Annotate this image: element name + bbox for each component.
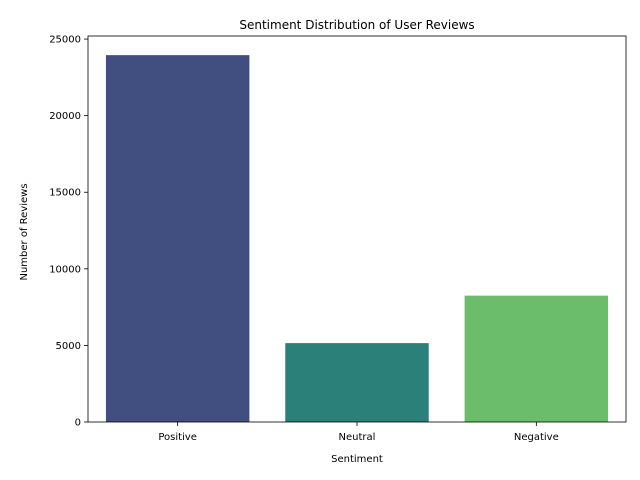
plot-border xyxy=(87,35,627,423)
bars-group xyxy=(105,55,609,423)
y-tick-label: 5000 xyxy=(56,341,81,352)
bar-positive xyxy=(105,55,250,423)
chart-title: Sentiment Distribution of User Reviews xyxy=(239,18,474,32)
x-axis-ticks: Positive Neutral Negative xyxy=(158,422,559,443)
x-tick-label: Negative xyxy=(514,432,559,443)
bar-negative xyxy=(464,295,609,422)
y-tick-label: 25000 xyxy=(49,35,81,46)
y-axis-ticks: 0 5000 10000 15000 20000 25000 xyxy=(49,35,88,429)
x-axis-label: Sentiment xyxy=(331,454,383,465)
y-tick-label: 0 xyxy=(75,418,81,429)
x-tick-label: Positive xyxy=(158,432,197,443)
y-tick-label: 15000 xyxy=(49,188,81,199)
y-tick-label: 10000 xyxy=(49,264,81,275)
x-tick-label: Neutral xyxy=(339,432,376,443)
y-axis-label: Number of Reviews xyxy=(19,183,30,280)
bar-neutral xyxy=(285,343,429,422)
y-tick-label: 20000 xyxy=(49,111,81,122)
plot-frame xyxy=(87,35,627,423)
